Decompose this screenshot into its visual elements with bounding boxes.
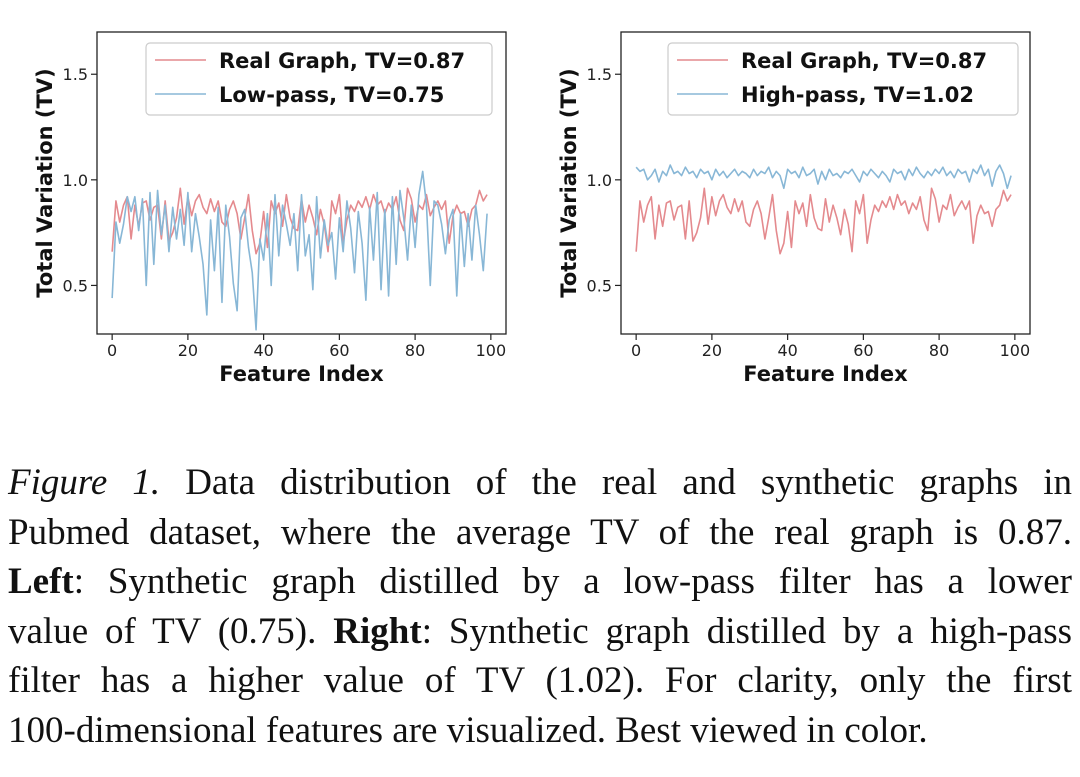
x-axis-label: Feature Index [743,362,908,386]
x-tick-label: 100 [1000,341,1031,360]
chart-low-pass: 0 20 40 60 80 100 0.5 1.0 1.5 Feature Index Total … [33,31,507,386]
y-axis-label: Total Variation (TV) [557,68,581,297]
y-tick-label: 1.0 [63,171,88,190]
legend-entry: High-pass, TV=1.02 [741,83,974,107]
x-tick-label: 80 [929,341,949,360]
figure-charts: 0 20 40 60 80 100 0.5 1.0 1.5 Feature Index Total … [33,31,1031,386]
legend-entry: Real Graph, TV=0.87 [219,49,465,73]
right-label: Right [333,610,422,652]
x-axis-label: Feature Index [219,362,384,386]
figure-label: Figure 1. [8,462,161,503]
y-tick-label: 0.5 [63,276,88,295]
legend-entry: Real Graph, TV=0.87 [741,49,987,73]
plot-frame [96,31,507,335]
plot-frame [620,31,1031,335]
figure-caption: Figure 1. Data distribution of the real … [8,458,1072,756]
y-axis-label: Total Variation (TV) [33,68,57,297]
y-tick-label: 1.5 [63,65,88,84]
x-tick-label: 40 [253,341,273,360]
series-line-low-pass [111,170,488,331]
caption-line-4: value of TV (0.75). Right: Synthetic gra… [8,610,1072,652]
x-tick-label: 80 [405,341,425,360]
legend-box [145,42,493,116]
legend-entry: Low-pass, TV=0.75 [219,83,444,107]
y-tick-label: 1.5 [587,65,612,84]
y-tick-label: 0.5 [587,276,612,295]
series-line-real-graph [635,187,1012,255]
caption-line-5: filter has a higher value of TV (1.02). … [8,660,1072,702]
series-line-high-pass [635,164,1012,190]
left-label: Left [8,561,74,603]
x-tick-label: 0 [107,341,117,360]
legend-box [667,42,1019,116]
x-tick-label: 40 [777,341,797,360]
x-tick-label: 100 [476,341,507,360]
y-tick-label: 1.0 [587,171,612,190]
caption-line-1: Figure 1. Data distribution of the real … [8,462,1072,503]
x-tick-label: 60 [853,341,873,360]
x-tick-label: 20 [702,341,722,360]
x-tick-label: 60 [329,341,349,360]
x-tick-label: 0 [631,341,641,360]
caption-line-3: Left: Synthetic graph distilled by a low… [8,561,1072,603]
x-tick-label: 20 [178,341,198,360]
chart-high-pass: 0 20 40 60 80 100 0.5 1.0 1.5 Feature Index Total … [557,31,1031,386]
caption-line-6: 100-dimensional features are visualized.… [8,709,928,751]
caption-line-2: Pubmed dataset, where the average TV of … [8,511,1072,553]
